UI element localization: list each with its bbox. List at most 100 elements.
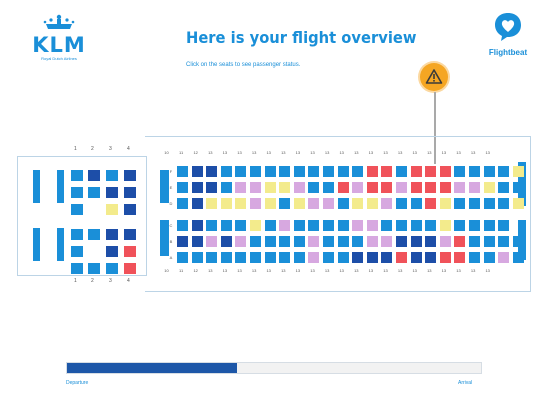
seat-economy[interactable] xyxy=(454,182,466,193)
seat-economy[interactable] xyxy=(483,182,495,193)
seat-economy[interactable] xyxy=(366,252,378,263)
seat-economy[interactable] xyxy=(279,182,291,193)
seat-economy[interactable] xyxy=(483,252,495,263)
seat-economy[interactable] xyxy=(293,236,305,247)
seat-economy[interactable] xyxy=(206,198,218,209)
seat-business[interactable] xyxy=(88,187,100,198)
seat-economy[interactable] xyxy=(439,236,451,247)
seat-economy[interactable] xyxy=(308,236,320,247)
seat-economy[interactable] xyxy=(381,252,393,263)
seat-economy[interactable] xyxy=(410,182,422,193)
seat-economy[interactable] xyxy=(191,252,203,263)
seat-economy[interactable] xyxy=(352,220,364,231)
seat-economy[interactable] xyxy=(250,252,261,263)
seat-economy[interactable] xyxy=(454,220,466,231)
seat-economy[interactable] xyxy=(308,220,320,231)
seat-business[interactable] xyxy=(71,229,83,240)
seat-economy[interactable] xyxy=(366,198,378,209)
seat-economy[interactable] xyxy=(250,220,261,231)
seat-economy[interactable] xyxy=(293,220,305,231)
seat-economy[interactable] xyxy=(439,182,451,193)
seat-economy[interactable] xyxy=(323,198,334,209)
seat-economy[interactable] xyxy=(410,220,422,231)
alert-marker[interactable] xyxy=(420,63,448,91)
seat-economy[interactable] xyxy=(264,198,276,209)
seat-economy[interactable] xyxy=(396,252,407,263)
seat-business[interactable] xyxy=(71,263,83,274)
seat-economy[interactable] xyxy=(323,166,334,177)
seat-economy[interactable] xyxy=(220,236,232,247)
seat-economy[interactable] xyxy=(220,166,232,177)
seat-economy[interactable] xyxy=(454,236,466,247)
seat-economy[interactable] xyxy=(293,182,305,193)
seat-business[interactable] xyxy=(106,246,118,257)
seat-economy[interactable] xyxy=(177,220,188,231)
seat-economy[interactable] xyxy=(177,236,188,247)
seat-economy[interactable] xyxy=(425,198,437,209)
seat-economy[interactable] xyxy=(220,252,232,263)
seat-economy[interactable] xyxy=(410,198,422,209)
seat-business[interactable] xyxy=(106,229,118,240)
seat-economy[interactable] xyxy=(235,220,247,231)
seat-business[interactable] xyxy=(124,187,136,198)
seat-economy[interactable] xyxy=(191,182,203,193)
seat-economy[interactable] xyxy=(323,252,334,263)
seat-economy[interactable] xyxy=(250,182,261,193)
seat-business[interactable] xyxy=(106,263,118,274)
seat-economy[interactable] xyxy=(337,252,349,263)
seat-economy[interactable] xyxy=(352,182,364,193)
seat-economy[interactable] xyxy=(177,252,188,263)
seat-economy[interactable] xyxy=(279,166,291,177)
seat-economy[interactable] xyxy=(512,252,524,263)
seat-economy[interactable] xyxy=(396,198,407,209)
seat-economy[interactable] xyxy=(323,220,334,231)
seat-business[interactable] xyxy=(106,170,118,181)
seat-economy[interactable] xyxy=(206,182,218,193)
seat-economy[interactable] xyxy=(264,236,276,247)
seat-economy[interactable] xyxy=(177,198,188,209)
seat-economy[interactable] xyxy=(191,166,203,177)
seat-business[interactable] xyxy=(124,229,136,240)
seat-economy[interactable] xyxy=(337,198,349,209)
seat-economy[interactable] xyxy=(191,220,203,231)
seat-economy[interactable] xyxy=(323,236,334,247)
seat-economy[interactable] xyxy=(439,166,451,177)
seat-economy[interactable] xyxy=(279,236,291,247)
seat-economy[interactable] xyxy=(177,166,188,177)
seat-economy[interactable] xyxy=(512,236,524,247)
seat-economy[interactable] xyxy=(425,220,437,231)
seat-business[interactable] xyxy=(88,246,100,257)
seat-economy[interactable] xyxy=(352,236,364,247)
seat-business[interactable] xyxy=(88,204,100,215)
seat-economy[interactable] xyxy=(425,236,437,247)
seat-economy[interactable] xyxy=(410,166,422,177)
seat-economy[interactable] xyxy=(206,252,218,263)
seat-economy[interactable] xyxy=(498,166,510,177)
seat-economy[interactable] xyxy=(498,198,510,209)
seat-economy[interactable] xyxy=(483,220,495,231)
seat-economy[interactable] xyxy=(410,236,422,247)
seat-economy[interactable] xyxy=(323,182,334,193)
seat-business[interactable] xyxy=(106,187,118,198)
seat-economy[interactable] xyxy=(498,252,510,263)
seat-economy[interactable] xyxy=(279,198,291,209)
seat-business[interactable] xyxy=(71,187,83,198)
seat-economy[interactable] xyxy=(454,166,466,177)
seat-business[interactable] xyxy=(124,263,136,274)
seat-economy[interactable] xyxy=(381,182,393,193)
seat-economy[interactable] xyxy=(454,252,466,263)
seat-economy[interactable] xyxy=(512,198,524,209)
seat-economy[interactable] xyxy=(469,198,480,209)
seat-business[interactable] xyxy=(88,263,100,274)
seat-economy[interactable] xyxy=(293,252,305,263)
seat-economy[interactable] xyxy=(337,220,349,231)
seat-economy[interactable] xyxy=(439,220,451,231)
seat-economy[interactable] xyxy=(250,198,261,209)
seat-economy[interactable] xyxy=(425,252,437,263)
seat-business[interactable] xyxy=(124,246,136,257)
seat-economy[interactable] xyxy=(235,252,247,263)
seat-economy[interactable] xyxy=(396,236,407,247)
seat-economy[interactable] xyxy=(220,198,232,209)
seat-economy[interactable] xyxy=(235,166,247,177)
seat-economy[interactable] xyxy=(264,166,276,177)
